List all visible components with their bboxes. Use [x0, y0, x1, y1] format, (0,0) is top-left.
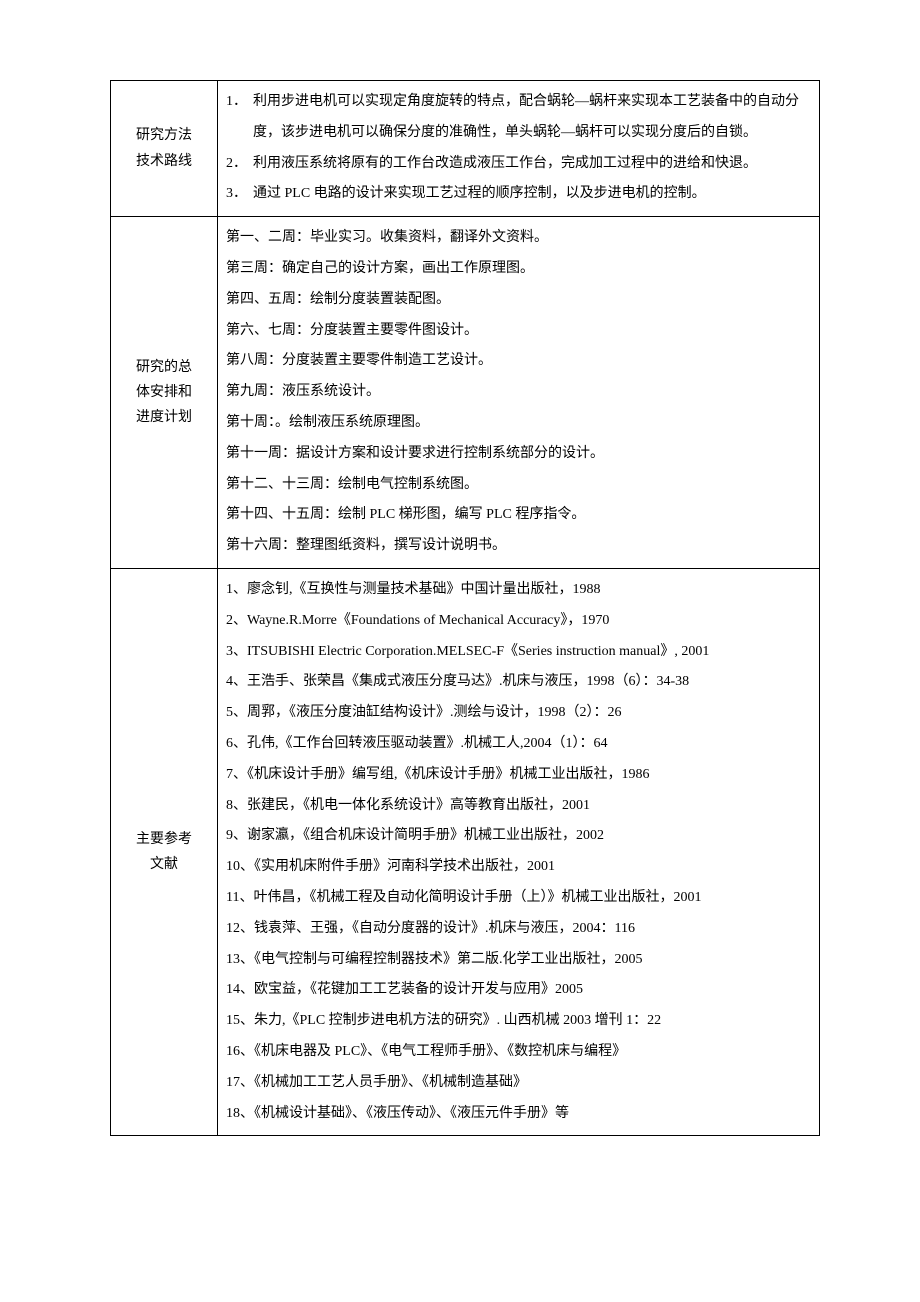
content-line: 第三周：确定自己的设计方案，画出工作原理图。 [226, 254, 811, 285]
content-line: 10、《实用机床附件手册》河南科学技术出版社，2001 [226, 852, 811, 883]
content-line: 17、《机械加工工艺人员手册》、《机械制造基础》 [226, 1068, 811, 1099]
list-item-text: 通过 PLC 电路的设计来实现工艺过程的顺序控制，以及步进电机的控制。 [253, 179, 811, 210]
row-label: 主要参考文献 [111, 568, 218, 1135]
content-line: 第六、七周：分度装置主要零件图设计。 [226, 316, 811, 347]
content-line: 13、《电气控制与可编程控制器技术》第二版.化学工业出版社，2005 [226, 945, 811, 976]
content-line: 第十周：。绘制液压系统原理图。 [226, 408, 811, 439]
content-line: 第一、二周：毕业实习。收集资料，翻译外文资料。 [226, 223, 811, 254]
content-line: 14、欧宝益，《花键加工工艺装备的设计开发与应用》2005 [226, 975, 811, 1006]
list-item: 1．利用步进电机可以实现定角度旋转的特点，配合蜗轮—蜗杆来实现本工艺装备中的自动… [226, 87, 811, 149]
content-line: 2、Wayne.R.Morre《Foundations of Mechanica… [226, 606, 811, 637]
table-body: 研究方法技术路线1．利用步进电机可以实现定角度旋转的特点，配合蜗轮—蜗杆来实现本… [111, 81, 820, 1136]
list-item: 2．利用液压系统将原有的工作台改造成液压工作台，完成加工过程中的进给和快退。 [226, 149, 811, 180]
list-item-text: 利用步进电机可以实现定角度旋转的特点，配合蜗轮—蜗杆来实现本工艺装备中的自动分度… [253, 87, 811, 149]
row-label: 研究的总体安排和进度计划 [111, 217, 218, 569]
content-line: 11、叶伟昌，《机械工程及自动化简明设计手册（上）》机械工业出版社，2001 [226, 883, 811, 914]
content-line: 8、张建民，《机电一体化系统设计》高等教育出版社，2001 [226, 791, 811, 822]
content-line: 第十四、十五周：绘制 PLC 梯形图，编写 PLC 程序指令。 [226, 500, 811, 531]
list-item-number: 3． [226, 179, 253, 210]
list-item-text: 利用液压系统将原有的工作台改造成液压工作台，完成加工过程中的进给和快退。 [253, 149, 811, 180]
list-item: 3．通过 PLC 电路的设计来实现工艺过程的顺序控制，以及步进电机的控制。 [226, 179, 811, 210]
content-line: 3、ITSUBISHI Electric Corporation.MELSEC-… [226, 637, 811, 668]
content-line: 5、周郛，《液压分度油缸结构设计》.测绘与设计，1998（2）：26 [226, 698, 811, 729]
table-row: 主要参考文献1、廖念钊,《互换性与测量技术基础》中国计量出版社，19882、Wa… [111, 568, 820, 1135]
content-line: 9、谢家瀛，《组合机床设计简明手册》机械工业出版社，2002 [226, 821, 811, 852]
content-line: 15、朱力,《PLC 控制步进电机方法的研究》. 山西机械 2003 增刊 1：… [226, 1006, 811, 1037]
row-label: 研究方法技术路线 [111, 81, 218, 217]
content-line: 16、《机床电器及 PLC》、《电气工程师手册》、《数控机床与编程》 [226, 1037, 811, 1068]
table-row: 研究的总体安排和进度计划第一、二周：毕业实习。收集资料，翻译外文资料。第三周：确… [111, 217, 820, 569]
row-content: 1．利用步进电机可以实现定角度旋转的特点，配合蜗轮—蜗杆来实现本工艺装备中的自动… [218, 81, 820, 217]
document-page: 研究方法技术路线1．利用步进电机可以实现定角度旋转的特点，配合蜗轮—蜗杆来实现本… [0, 0, 920, 1302]
content-line: 1、廖念钊,《互换性与测量技术基础》中国计量出版社，1988 [226, 575, 811, 606]
content-line: 第八周：分度装置主要零件制造工艺设计。 [226, 346, 811, 377]
content-line: 7、《机床设计手册》编写组,《机床设计手册》机械工业出版社，1986 [226, 760, 811, 791]
content-line: 第四、五周：绘制分度装置装配图。 [226, 285, 811, 316]
list-item-number: 1． [226, 87, 253, 149]
content-line: 18、《机械设计基础》、《液压传动》、《液压元件手册》等 [226, 1099, 811, 1130]
row-content: 第一、二周：毕业实习。收集资料，翻译外文资料。第三周：确定自己的设计方案，画出工… [218, 217, 820, 569]
content-line: 第十二、十三周：绘制电气控制系统图。 [226, 470, 811, 501]
list-item-number: 2． [226, 149, 253, 180]
content-line: 6、孔伟,《工作台回转液压驱动装置》.机械工人,2004（1）：64 [226, 729, 811, 760]
content-line: 4、王浩手、张荣昌《集成式液压分度马达》.机床与液压，1998（6）：34-38 [226, 667, 811, 698]
document-table: 研究方法技术路线1．利用步进电机可以实现定角度旋转的特点，配合蜗轮—蜗杆来实现本… [110, 80, 820, 1136]
content-line: 12、钱袁萍、王强，《自动分度器的设计》.机床与液压，2004：116 [226, 914, 811, 945]
table-row: 研究方法技术路线1．利用步进电机可以实现定角度旋转的特点，配合蜗轮—蜗杆来实现本… [111, 81, 820, 217]
content-line: 第十一周：据设计方案和设计要求进行控制系统部分的设计。 [226, 439, 811, 470]
content-line: 第十六周：整理图纸资料，撰写设计说明书。 [226, 531, 811, 562]
row-content: 1、廖念钊,《互换性与测量技术基础》中国计量出版社，19882、Wayne.R.… [218, 568, 820, 1135]
content-line: 第九周：液压系统设计。 [226, 377, 811, 408]
